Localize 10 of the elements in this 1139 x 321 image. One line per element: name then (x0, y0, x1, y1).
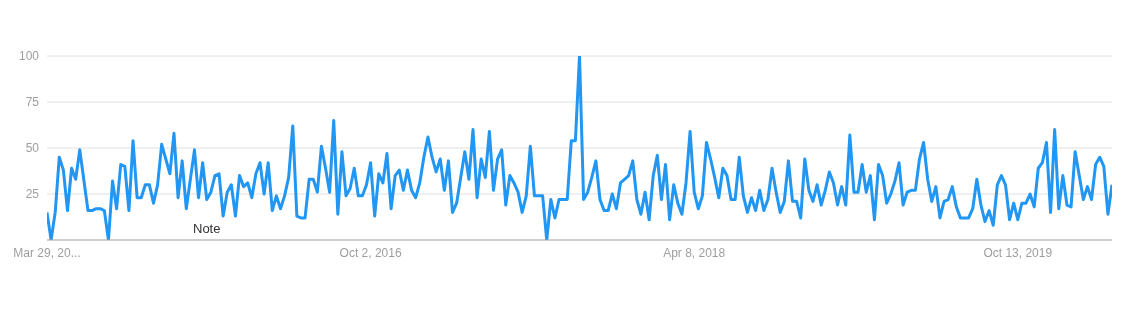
x-tick-label: Mar 29, 20... (13, 245, 81, 260)
annotation: Note (193, 221, 221, 236)
y-tick-label: 100 (18, 49, 40, 64)
line-series (47, 56, 1112, 240)
y-tick-label: 50 (25, 141, 40, 156)
x-tick-label: Oct 2, 2016 (339, 245, 402, 260)
x-tick-label: Oct 13, 2019 (983, 245, 1053, 260)
y-tick-label: 75 (25, 95, 40, 110)
y-tick-label: 25 (25, 187, 40, 202)
x-tick-label: Apr 8, 2018 (663, 245, 726, 260)
